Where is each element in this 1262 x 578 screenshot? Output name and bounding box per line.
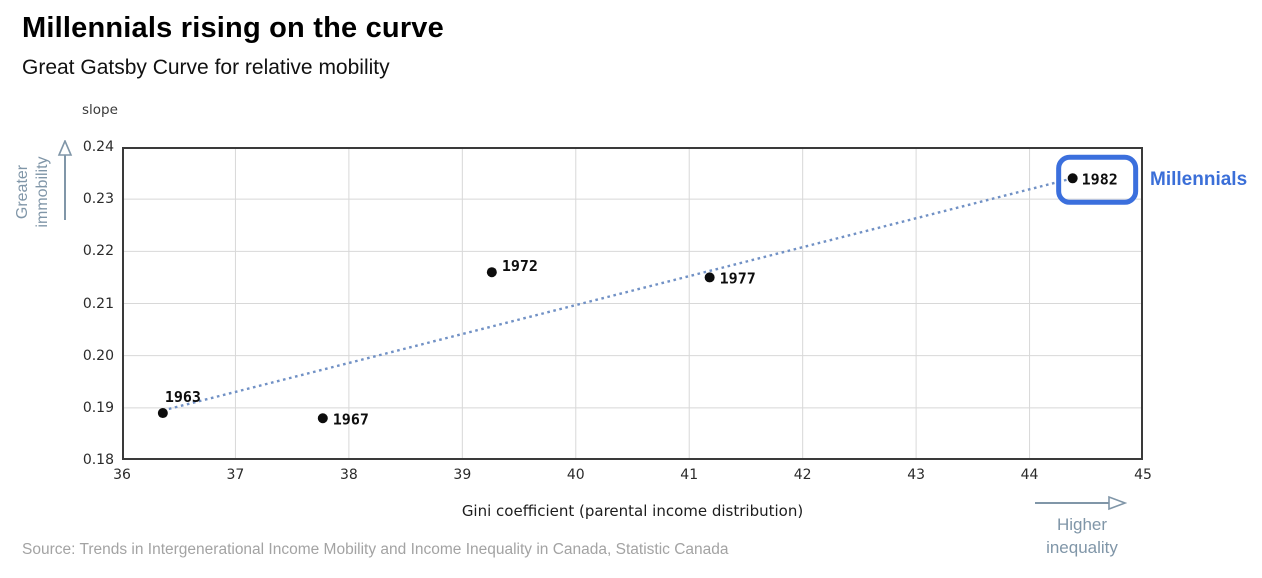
data-point xyxy=(486,267,497,278)
x-axis-tick-label: 40 xyxy=(566,467,585,483)
greater-immobility-label: Greater immobility xyxy=(13,97,53,287)
x-axis-tick-label: 36 xyxy=(113,467,131,483)
x-axis-tick-label: 44 xyxy=(1020,467,1039,483)
scatter-plot: 1963 1967 1972 1977 1982 xyxy=(122,147,1143,460)
x-axis-tick-label: 38 xyxy=(339,467,358,483)
x-axis-title: Gini coefficient (parental income distri… xyxy=(461,502,804,520)
greater-immobility-line2: immobility xyxy=(34,156,51,228)
page-title: Millennials rising on the curve xyxy=(22,12,444,44)
source-attribution: Source: Trends in Intergenerational Inco… xyxy=(22,541,729,558)
higher-inequality-line2: inequality xyxy=(1046,538,1118,557)
x-axis-tick-label: 42 xyxy=(793,467,812,483)
up-arrow-icon xyxy=(57,140,73,220)
x-axis-tick-label: 39 xyxy=(453,467,472,483)
plot-border xyxy=(122,147,1143,460)
millennials-highlight-box xyxy=(1056,154,1139,205)
data-point xyxy=(157,408,168,419)
data-point-label: 1982 xyxy=(1082,170,1118,188)
y-axis-unit-label: slope xyxy=(82,102,118,118)
y-axis-tick-label: 0.20 xyxy=(82,347,114,364)
y-axis-tick-label: 0.24 xyxy=(82,139,114,155)
higher-inequality-label: Higher inequality xyxy=(1022,513,1142,559)
y-axis-tick-label: 0.18 xyxy=(82,452,114,468)
x-axis-tick-label: 45 xyxy=(1134,467,1152,483)
x-axis-tick-label: 41 xyxy=(680,467,699,483)
y-axis-tick-label: 0.21 xyxy=(82,295,114,312)
data-point xyxy=(704,272,715,283)
y-axis-tick-label: 0.22 xyxy=(82,243,114,260)
plot-area: 1963 1967 1972 1977 1982 xyxy=(122,147,1143,460)
higher-inequality-line1: Higher xyxy=(1056,515,1108,534)
greater-immobility-line1: Greater xyxy=(14,164,31,220)
data-point xyxy=(317,413,328,424)
data-point-label: 1977 xyxy=(720,269,756,287)
page-subtitle: Great Gatsby Curve for relative mobility xyxy=(22,56,390,79)
x-axis-tick-label: 43 xyxy=(907,467,926,483)
data-point-label: 1972 xyxy=(502,257,538,275)
x-axis-tick-label: 37 xyxy=(226,467,245,483)
trend-line xyxy=(162,177,1073,412)
millennials-callout-label: Millennials xyxy=(1150,169,1248,190)
data-point-label: 1963 xyxy=(165,388,201,406)
y-axis-tick-label: 0.23 xyxy=(82,191,114,208)
data-point xyxy=(1067,173,1078,184)
y-axis-tick-label: 0.19 xyxy=(82,399,114,416)
data-point-label: 1967 xyxy=(333,410,369,428)
right-arrow-icon xyxy=(1035,495,1127,511)
